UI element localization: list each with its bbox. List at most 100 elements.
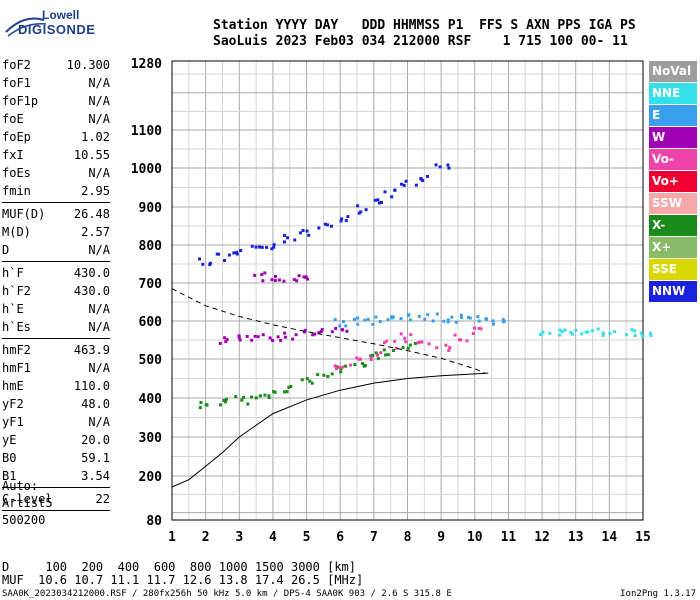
x-tick-label: 9 xyxy=(437,530,445,545)
data-point xyxy=(649,333,653,337)
legend-entry-vo-: Vo- xyxy=(649,149,697,170)
data-point xyxy=(477,326,481,330)
data-point xyxy=(227,253,231,257)
data-point xyxy=(263,393,267,397)
data-point xyxy=(459,313,463,317)
data-point xyxy=(369,358,373,362)
data-point xyxy=(317,331,321,335)
param-separator xyxy=(2,338,110,341)
legend-entry-ssw: SSW xyxy=(649,193,697,214)
data-point xyxy=(317,226,321,230)
param-row-yf1: yF1 N/A xyxy=(2,413,110,431)
data-point xyxy=(246,402,250,406)
x-tick-label: 8 xyxy=(404,530,412,545)
param-value: 26.48 xyxy=(73,207,110,221)
data-point xyxy=(393,188,397,192)
data-point xyxy=(301,228,305,232)
data-point xyxy=(302,275,306,279)
y-tick-label: 80 xyxy=(146,514,162,529)
legend-entry-noval: NoVal xyxy=(649,61,697,82)
data-point xyxy=(601,333,605,337)
data-point xyxy=(320,328,324,332)
data-point xyxy=(208,263,212,267)
param-row-muf-d-: MUF(D) 26.48 xyxy=(2,205,110,223)
data-point xyxy=(307,233,311,237)
data-point xyxy=(399,332,403,336)
x-tick-label: 15 xyxy=(635,530,651,545)
data-point xyxy=(468,316,472,320)
data-point xyxy=(260,245,264,249)
data-point xyxy=(245,334,249,338)
legend-entry-sse: SSE xyxy=(649,259,697,280)
legend-entry-vo-: Vo+ xyxy=(649,171,697,192)
data-point xyxy=(375,353,379,357)
param-value: N/A xyxy=(88,112,110,126)
data-point xyxy=(404,179,408,183)
data-point xyxy=(596,327,600,331)
footer-file-info: SAA0K_2023034212000.RSF / 280fx256h 50 k… xyxy=(2,589,452,599)
data-point xyxy=(485,317,489,321)
data-point xyxy=(232,251,236,255)
data-point xyxy=(256,335,260,339)
data-point xyxy=(273,274,277,278)
data-point xyxy=(341,320,345,324)
data-point xyxy=(492,322,496,326)
param-label: h`E xyxy=(2,302,24,316)
data-point xyxy=(267,394,271,398)
data-point xyxy=(369,354,373,358)
param-label: foF2 xyxy=(2,58,31,72)
param-row-yf2: yF2 48.0 xyxy=(2,395,110,413)
param-row-fmin: fmin 2.95 xyxy=(2,182,110,200)
data-point xyxy=(447,348,451,352)
param-label: D xyxy=(2,243,10,257)
data-point xyxy=(260,273,264,277)
data-point xyxy=(306,277,310,281)
y-tick-label: 700 xyxy=(139,277,163,292)
param-row-ye: yE 20.0 xyxy=(2,431,110,449)
param-separator xyxy=(2,261,110,264)
data-point xyxy=(340,217,344,221)
data-point xyxy=(580,332,584,336)
data-point xyxy=(273,390,277,394)
data-point xyxy=(254,396,258,400)
data-point xyxy=(344,364,348,368)
param-row-b1: B1 3.54 xyxy=(2,467,110,485)
header-line-1: Station YYYY DAY DDD HHMMSS P1 FFS S AXN… xyxy=(213,18,636,33)
data-point xyxy=(491,319,495,323)
data-point xyxy=(360,362,364,366)
logo-company-text: Lowell xyxy=(42,8,80,22)
x-tick-label: 4 xyxy=(269,530,277,545)
electron-density-profile-line xyxy=(171,372,489,488)
data-point xyxy=(270,247,274,251)
param-row-b0: B0 59.1 xyxy=(2,449,110,467)
data-point xyxy=(338,324,342,328)
data-point xyxy=(414,183,418,187)
data-point xyxy=(308,379,312,383)
x-tick-label: 12 xyxy=(534,530,550,545)
data-point xyxy=(201,262,205,266)
x-tick-label: 6 xyxy=(336,530,344,545)
data-point xyxy=(223,259,227,263)
data-point xyxy=(450,315,454,319)
data-point xyxy=(479,327,483,331)
data-point xyxy=(258,245,262,249)
data-point xyxy=(639,331,643,335)
param-label: MUF(D) xyxy=(2,207,46,221)
data-point xyxy=(276,335,280,339)
data-point xyxy=(569,330,573,334)
param-row-fxi: fxI 10.55 xyxy=(2,146,110,164)
data-point xyxy=(329,224,333,228)
data-point xyxy=(630,328,634,332)
data-point xyxy=(305,229,309,233)
data-point xyxy=(270,278,274,282)
data-point xyxy=(401,346,405,350)
legend-entry-w: W xyxy=(649,127,697,148)
param-label: fxI xyxy=(2,148,24,162)
data-point xyxy=(477,319,481,323)
auto-program: Artist5 xyxy=(2,496,53,510)
param-label: yF1 xyxy=(2,415,24,429)
data-point xyxy=(373,198,377,202)
data-point xyxy=(326,374,330,378)
data-point xyxy=(453,333,457,337)
data-point xyxy=(224,340,228,344)
